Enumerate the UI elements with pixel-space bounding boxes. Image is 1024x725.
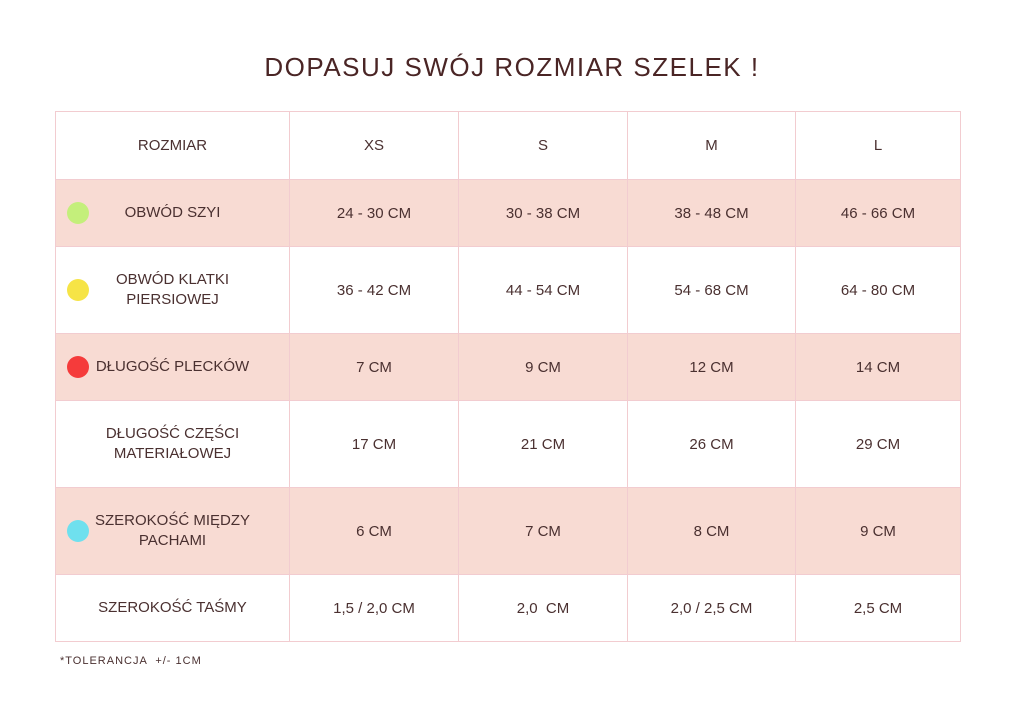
label: DŁUGOŚĆ CZĘŚCI MATERIAŁOWEJ xyxy=(105,425,240,462)
cell: 21 CM xyxy=(458,400,628,488)
header-row: ROZMIAR XS S M L xyxy=(55,111,961,180)
row: SZEROKOŚĆ MIĘDZY PACHAMI 6 CM 7 CM 8 CM … xyxy=(55,487,961,575)
footnote: *TOLERANCJA +/- 1CM xyxy=(60,655,202,667)
cell: 7 CM xyxy=(289,333,459,401)
cell: 38 - 48 CM xyxy=(627,179,796,247)
row: OBWÓD KLATKI PIERSIOWEJ 36 - 42 CM 44 - … xyxy=(55,246,961,334)
header-cell: ROZMIAR xyxy=(55,111,290,180)
cell: 64 - 80 CM xyxy=(795,246,961,334)
cell: 24 - 30 CM xyxy=(289,179,459,247)
cell: 29 CM xyxy=(795,400,961,488)
header-cell: M xyxy=(627,111,796,180)
cell: 14 CM xyxy=(795,333,961,401)
row: SZEROKOŚĆ TAŚMY 1,5 / 2,0 CM 2,0 CM 2,0 … xyxy=(55,574,961,642)
label-cell: DŁUGOŚĆ CZĘŚCI MATERIAŁOWEJ xyxy=(55,400,290,488)
cell: 26 CM xyxy=(627,400,796,488)
cell: 2,0 CM xyxy=(458,574,628,642)
label: OBWÓD SZYI xyxy=(124,204,221,221)
row: DŁUGOŚĆ PLECKÓW 7 CM 9 CM 12 CM 14 CM xyxy=(55,333,961,401)
header-cell: L xyxy=(795,111,961,180)
row: OBWÓD SZYI 24 - 30 CM 30 - 38 CM 38 - 48… xyxy=(55,179,961,247)
dot xyxy=(67,356,89,378)
dot xyxy=(67,520,89,542)
cell: 46 - 66 CM xyxy=(795,179,961,247)
cell: 6 CM xyxy=(289,487,459,575)
title: DOPASUJ SWÓJ ROZMIAR SZELEK ! xyxy=(264,52,760,82)
label-cell: OBWÓD SZYI xyxy=(55,179,290,247)
label-cell: OBWÓD KLATKI PIERSIOWEJ xyxy=(55,246,290,334)
cell: 30 - 38 CM xyxy=(458,179,628,247)
cell: 12 CM xyxy=(627,333,796,401)
cell: 44 - 54 CM xyxy=(458,246,628,334)
header-cell: S xyxy=(458,111,628,180)
cell: 2,5 CM xyxy=(795,574,961,642)
size-table: ROZMIAR XS S M L OBWÓD SZYI 24 - 30 CM 3… xyxy=(55,111,961,642)
cell: 8 CM xyxy=(627,487,796,575)
cell: 2,0 / 2,5 CM xyxy=(627,574,796,642)
label: DŁUGOŚĆ PLECKÓW xyxy=(95,358,250,375)
label: SZEROKOŚĆ MIĘDZY PACHAMI xyxy=(94,512,251,549)
dot xyxy=(67,279,89,301)
row: DŁUGOŚĆ CZĘŚCI MATERIAŁOWEJ 17 CM 21 CM … xyxy=(55,400,961,488)
dot xyxy=(67,202,89,224)
cell: 7 CM xyxy=(458,487,628,575)
cell: 17 CM xyxy=(289,400,459,488)
cell: 1,5 / 2,0 CM xyxy=(289,574,459,642)
header-cell: XS xyxy=(289,111,459,180)
label: SZEROKOŚĆ TAŚMY xyxy=(98,599,247,616)
cell: 9 CM xyxy=(795,487,961,575)
label-cell: DŁUGOŚĆ PLECKÓW xyxy=(55,333,290,401)
label: OBWÓD KLATKI PIERSIOWEJ xyxy=(115,271,230,308)
cell: 54 - 68 CM xyxy=(627,246,796,334)
label-cell: SZEROKOŚĆ MIĘDZY PACHAMI xyxy=(55,487,290,575)
cell: 36 - 42 CM xyxy=(289,246,459,334)
cell: 9 CM xyxy=(458,333,628,401)
label-cell: SZEROKOŚĆ TAŚMY xyxy=(55,574,290,642)
